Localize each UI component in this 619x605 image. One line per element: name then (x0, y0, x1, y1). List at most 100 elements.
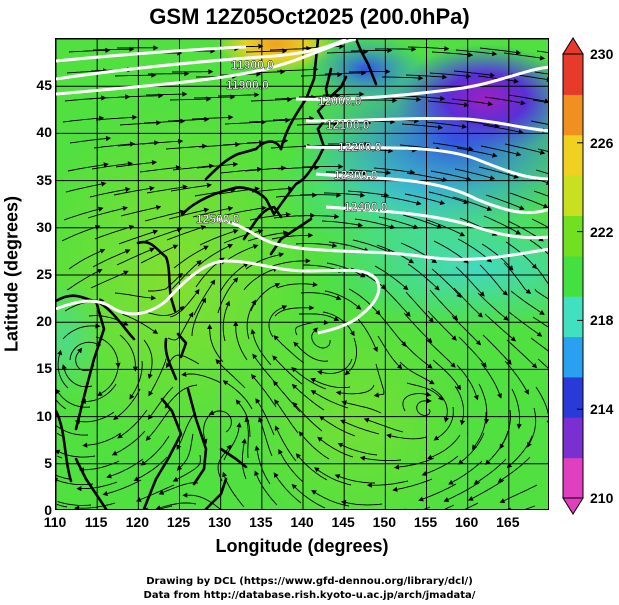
streamline (508, 311, 539, 335)
streamline (485, 194, 521, 209)
streamline (481, 243, 511, 268)
streamline (430, 387, 448, 418)
streamline-arrowhead (341, 400, 347, 406)
streamline (167, 315, 192, 341)
colorbar-tick-label: 226 (590, 134, 614, 151)
credit-drawing: Drawing by DCL (https://www.gfd-dennou.o… (146, 576, 473, 587)
x-tick-label: 135 (249, 514, 273, 530)
streamline (368, 419, 404, 433)
y-axis-label: Latitude (degrees) (1, 195, 22, 353)
streamline-arrowhead (443, 417, 449, 423)
streamline (416, 400, 431, 417)
streamline-arrowhead (99, 248, 106, 254)
streamline (348, 337, 357, 373)
streamline (248, 119, 286, 123)
streamline (168, 209, 205, 220)
streamline-arrowhead (228, 114, 234, 120)
streamline (321, 220, 359, 226)
streamline-arrowhead (232, 277, 239, 283)
coastlines (56, 39, 378, 509)
streamline (503, 262, 528, 292)
streamline (479, 47, 517, 53)
streamline (62, 325, 96, 340)
streamline-arrowhead (539, 310, 545, 315)
y-tick-label: 20 (36, 313, 52, 330)
streamline (429, 72, 467, 77)
streamline-arrowhead (201, 297, 206, 304)
streamline (324, 290, 358, 307)
streamline-arrowhead (233, 321, 239, 327)
streamline-arrowhead (411, 46, 417, 52)
streamline-arrowhead (124, 249, 131, 255)
streamline-arrowhead (459, 419, 466, 426)
streamline (269, 48, 307, 51)
streamline (169, 98, 207, 101)
streamline-arrowhead (492, 152, 498, 158)
streamline (507, 507, 512, 509)
streamline (426, 455, 459, 474)
streamline-arrowhead (413, 224, 419, 230)
streamline (245, 254, 280, 270)
streamline-arrowhead (333, 316, 340, 321)
x-tick-label: 145 (331, 514, 355, 530)
streamline (315, 492, 350, 507)
x-tick-label: 155 (413, 514, 438, 530)
streamline (346, 402, 382, 414)
streamline (66, 70, 104, 74)
streamline (107, 479, 142, 494)
streamline-arrowhead (373, 392, 379, 398)
streamline-arrowhead (178, 306, 185, 312)
streamline (401, 340, 429, 366)
streamline-arrowhead (176, 227, 183, 233)
streamline (276, 283, 313, 289)
streamline (246, 421, 249, 459)
streamline-arrowhead (278, 252, 285, 258)
streamline (347, 190, 385, 196)
contour-label: 11900.0 (231, 58, 274, 72)
streamline (119, 122, 157, 126)
streamline (145, 93, 183, 96)
streamline-arrowhead (56, 477, 58, 483)
streamline (429, 289, 455, 318)
streamline (344, 421, 380, 435)
y-tick-label: 15 (36, 360, 52, 377)
streamline (294, 321, 325, 336)
coastline (269, 217, 313, 256)
streamline-arrowhead (314, 164, 320, 171)
streamline-arrowhead (531, 362, 538, 369)
streamline (510, 290, 541, 313)
streamline-arrowhead (416, 200, 422, 206)
streamline-arrowhead (439, 199, 446, 206)
streamline (276, 69, 314, 72)
streamline-arrowhead (288, 186, 294, 192)
streamline (245, 50, 283, 53)
streamline (92, 251, 127, 268)
streamline (199, 231, 234, 246)
streamline-arrowhead (196, 260, 202, 266)
streamline (426, 219, 461, 235)
y-tick-label: 5 (44, 454, 52, 471)
streamline (324, 192, 361, 196)
streamline-arrowhead (428, 317, 434, 323)
contour-label: 11900.0 (226, 78, 269, 92)
streamline (375, 363, 385, 396)
streamline-arrowhead (252, 353, 258, 360)
streamline-arrowhead (251, 374, 257, 380)
streamline-arrowhead (339, 43, 345, 50)
streamline-arrowhead (180, 118, 186, 124)
streamline (454, 168, 491, 179)
streamline-arrowhead (182, 492, 188, 498)
streamline (91, 163, 129, 170)
streamline (295, 405, 323, 432)
streamline (66, 270, 99, 291)
streamline-arrowhead (57, 349, 63, 356)
streamline-arrowhead (291, 483, 297, 490)
streamline (405, 74, 443, 78)
streamline (87, 208, 124, 219)
streamline (301, 166, 339, 168)
streamline-arrowhead (133, 476, 140, 481)
streamline (298, 456, 328, 481)
streamline (529, 239, 548, 255)
streamline (79, 411, 115, 423)
streamline-arrowhead (225, 300, 231, 307)
